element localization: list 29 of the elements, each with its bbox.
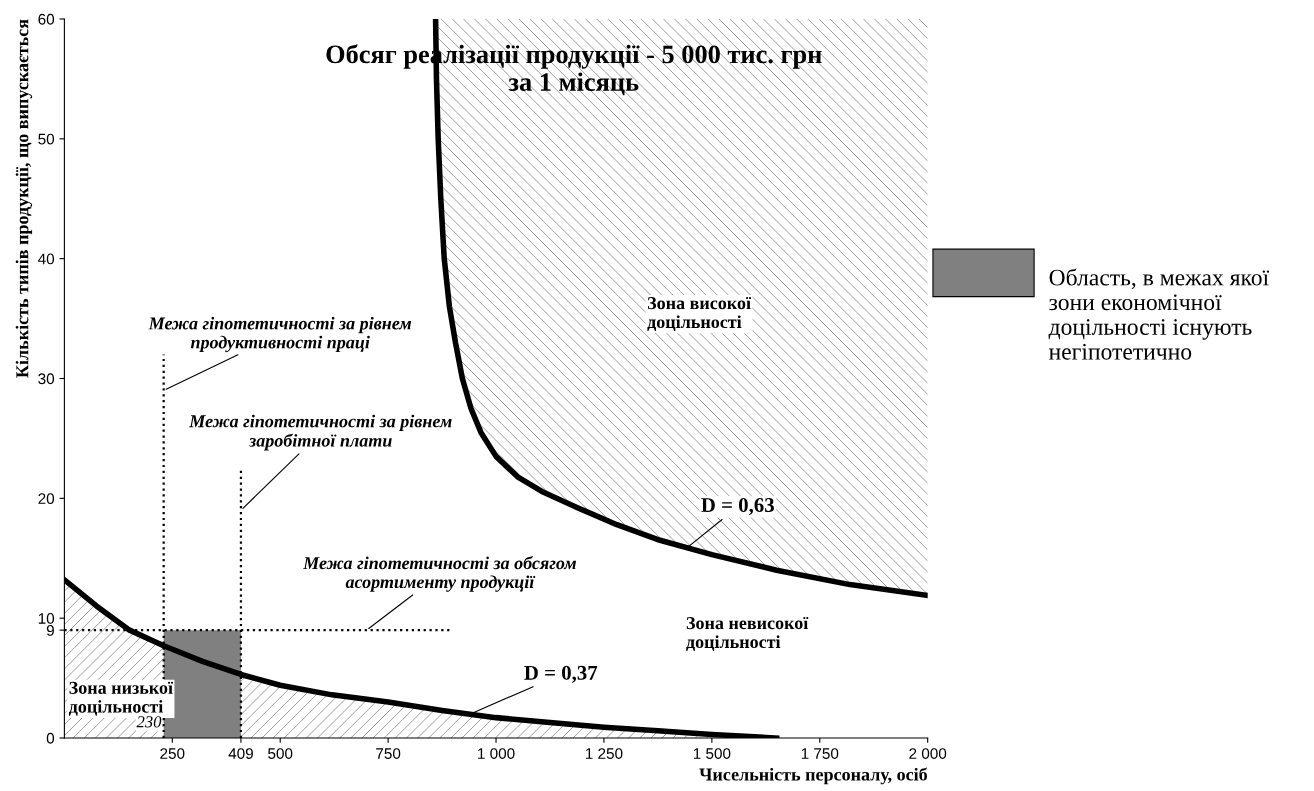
x-tick-label: 250 bbox=[160, 748, 185, 759]
x-tick-label: 1 500 bbox=[693, 748, 731, 759]
legend-label: Область, в межах якої зони економічної доцільності існують негіпотетично bbox=[1048, 268, 1270, 360]
annotation: Межа гіпотетичності за рівнем заробітної плати bbox=[189, 414, 452, 451]
x-tick-label: 750 bbox=[376, 748, 401, 759]
x-tick-label: 1 250 bbox=[586, 748, 623, 759]
y-tick-label: 40 bbox=[38, 253, 55, 265]
annotation: 230 bbox=[136, 716, 162, 728]
y-tick-label: 60 bbox=[38, 13, 55, 25]
y-tick-label: 50 bbox=[38, 133, 55, 145]
y-tick-label: 10 bbox=[38, 613, 55, 624]
y-tick-label: 30 bbox=[38, 373, 55, 385]
annotation: D = 0,37 bbox=[524, 665, 598, 683]
annotation: Зона низької доцільності bbox=[68, 681, 174, 716]
x-tick-label: 409 bbox=[228, 748, 253, 759]
annotation: D = 0,63 bbox=[701, 498, 774, 516]
x-tick-label: 1 750 bbox=[801, 748, 839, 759]
y-tick-label: 0 bbox=[46, 732, 55, 744]
y-axis-title: Кількість типів продукції, що випускається bbox=[15, 19, 33, 378]
x-axis-title: Чисельність персоналу, осіб bbox=[699, 767, 927, 785]
y-tick-label: 20 bbox=[38, 493, 55, 505]
x-tick-label: 500 bbox=[268, 748, 293, 759]
annotation: Зона невисокої доцільності bbox=[686, 616, 809, 652]
x-tick-label: 2 000 bbox=[909, 748, 947, 759]
annotation: Межа гіпотетичності за рівнем продуктивності праці bbox=[148, 316, 412, 353]
y-tick-label: 9 bbox=[46, 625, 54, 636]
annotation: Зона високої доцільності bbox=[647, 296, 752, 332]
x-tick-label: 1 000 bbox=[478, 748, 515, 759]
annotation: Межа гіпотетичності за обсягом асортименту продукції bbox=[302, 556, 577, 592]
